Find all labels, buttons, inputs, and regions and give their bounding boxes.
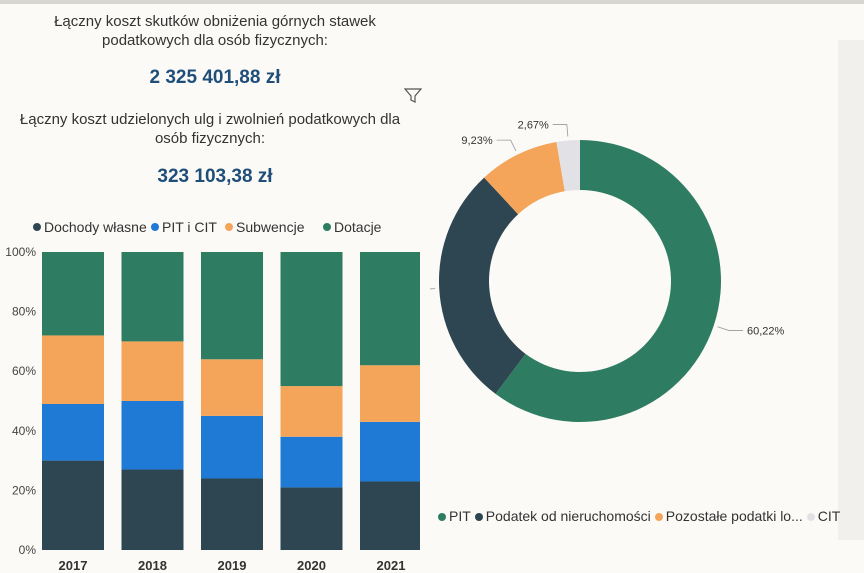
bar-segment-2018-0[interactable] [121, 469, 184, 550]
stacked-bar-chart: Dochody własne PIT i CIT Subwencje Dotacje 0… [5, 219, 420, 573]
filter-icon[interactable] [404, 88, 422, 104]
legend-marker [806, 513, 815, 522]
legend-marker [474, 513, 483, 522]
bar-segment-2018-1[interactable] [121, 401, 184, 470]
legend-label: Dochody własne [44, 219, 147, 235]
bar-segment-2018-3[interactable] [121, 252, 184, 342]
donut-legend: PIT Podatek od nieruchomości Pozostałe pod… [438, 508, 864, 524]
legend-label: Dotacje [334, 219, 382, 235]
legend-marker [225, 223, 233, 231]
y-tick-label: 20% [12, 483, 36, 497]
bar-segment-2020-1[interactable] [280, 436, 343, 488]
donut-legend-item[interactable]: Podatek od nieruchomości [474, 508, 651, 524]
bar-segment-2019-0[interactable] [201, 478, 263, 550]
legend-label: PIT i CIT [162, 219, 217, 235]
donut-slice-3[interactable] [556, 140, 580, 192]
x-tick-label: 2019 [218, 558, 247, 573]
donut-leader-line [496, 139, 517, 152]
donut-data-label: 2,67% [518, 120, 549, 132]
bar-segment-2019-2[interactable] [201, 359, 263, 416]
donut-data-label: 60,22% [747, 326, 785, 338]
donut-chart: 60,22%27,88%9,23%2,67% [430, 120, 785, 422]
bar-segment-2021-0[interactable] [360, 481, 420, 550]
donut-leader-line [717, 326, 743, 331]
bar-segment-2017-2[interactable] [42, 335, 104, 404]
legend-label: Podatek od nieruchomości [485, 508, 651, 524]
y-tick-label: 100% [5, 245, 36, 259]
legend-marker [323, 223, 331, 231]
legend-marker [438, 513, 446, 522]
donut-legend-item[interactable]: Pozostałe podatki lo... [654, 508, 803, 524]
bar-segment-2021-1[interactable] [360, 421, 420, 482]
kpi-upper-rate-cost-label: Łączny koszt skutków obniżenia górnych s… [54, 13, 376, 49]
y-tick-label: 0% [19, 543, 37, 557]
legend-label: Pozostałe podatki lo... [665, 508, 803, 524]
bar-segment-2021-2[interactable] [360, 365, 420, 422]
bar-segment-2020-2[interactable] [280, 386, 343, 437]
legend-label: Subwencje [236, 219, 305, 235]
donut-slice-0[interactable] [495, 140, 721, 422]
bar-segment-2019-1[interactable] [201, 415, 263, 479]
x-tick-label: 2021 [377, 558, 406, 573]
bar-segment-2017-0[interactable] [42, 460, 104, 550]
bar-segment-2020-0[interactable] [280, 487, 343, 550]
donut-data-label: 9,23% [461, 135, 492, 147]
bar-segment-2017-3[interactable] [42, 252, 104, 336]
legend-marker [151, 223, 159, 231]
x-tick-label: 2017 [59, 558, 88, 573]
kpi-upper-rate-cost-value: 2 325 401,88 zł [149, 67, 281, 88]
kpi-tax-relief-cost-value: 323 103,38 zł [157, 166, 273, 187]
legend-label: PIT [449, 508, 471, 524]
top-strip [0, 0, 864, 4]
y-tick-label: 60% [12, 364, 36, 378]
donut-legend-item[interactable]: CIT [806, 508, 841, 524]
bar-segment-2020-3[interactable] [280, 252, 343, 387]
donut-slice-2[interactable] [484, 141, 565, 215]
legend-marker [654, 513, 663, 522]
bar-segment-2017-1[interactable] [42, 403, 104, 461]
bar-segment-2018-2[interactable] [121, 341, 184, 401]
y-tick-label: 40% [12, 424, 36, 438]
legend-marker [33, 223, 41, 231]
legend-label: CIT [817, 508, 841, 524]
donut-leader-line [430, 288, 436, 290]
x-tick-label: 2018 [138, 558, 167, 573]
donut-slice-1[interactable] [439, 177, 526, 394]
x-tick-label: 2020 [297, 558, 326, 573]
y-tick-label: 80% [12, 305, 36, 319]
right-edge-panel [838, 40, 864, 540]
bar-segment-2019-3[interactable] [201, 252, 263, 360]
kpi-tax-relief-cost-label: Łączny koszt udzielonych ulg i zwolnień … [19, 111, 401, 147]
bar-segment-2021-3[interactable] [360, 252, 420, 366]
donut-legend-item[interactable]: PIT [438, 508, 471, 524]
bar-legend: Dochody własne PIT i CIT Subwencje Dotacje [33, 219, 382, 235]
donut-leader-line [552, 124, 569, 137]
